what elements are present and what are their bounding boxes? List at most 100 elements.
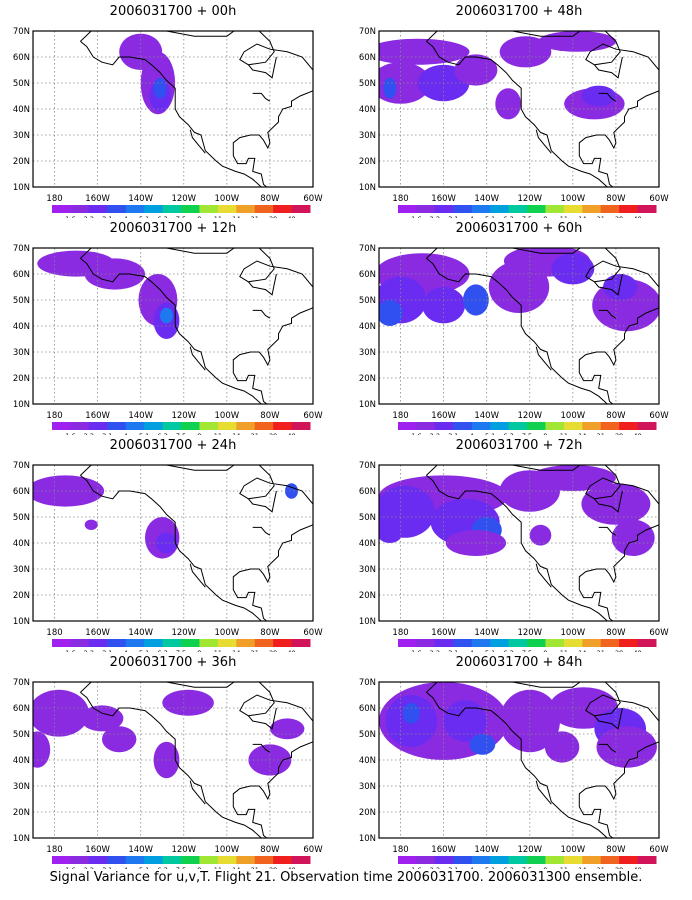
colorbar-swatch: [125, 639, 145, 647]
lon-label: 160W: [431, 411, 456, 421]
colorbar-swatch: [490, 205, 510, 213]
colorbar-swatch: [70, 639, 90, 647]
colorbar-label: 1.6: [65, 432, 75, 435]
colorbar-swatch: [416, 422, 436, 430]
lon-label: 160W: [431, 194, 456, 204]
colorbar-swatch: [416, 639, 436, 647]
colorbar-swatch: [471, 422, 491, 430]
lon-label: 140W: [128, 194, 153, 204]
lon-label: 80W: [606, 845, 626, 855]
colorbar-label: 9: [543, 649, 547, 652]
lon-label: 120W: [171, 194, 196, 204]
colorbar-label: 11: [560, 649, 568, 652]
lat-label: 20N: [359, 157, 376, 167]
lon-label: 180: [392, 411, 408, 421]
colorbar-swatch: [291, 639, 311, 647]
colorbar-label: 29: [615, 866, 623, 869]
panel-title: 2006031700 + 12h: [109, 221, 237, 236]
coastline: [80, 682, 313, 838]
lat-label: 30N: [359, 565, 376, 575]
colorbar-label: 40: [287, 866, 295, 869]
lon-label: 60W: [649, 628, 669, 638]
colorbar-swatch: [181, 639, 200, 647]
colorbar-swatch: [236, 422, 256, 430]
lon-label: 120W: [517, 194, 542, 204]
colorbar-label: 1.6: [65, 649, 75, 652]
coastline: [426, 465, 659, 621]
colorbar-label: 3.1: [448, 866, 458, 869]
colorbar-swatch: [88, 422, 108, 430]
lon-label: 100W: [215, 411, 240, 421]
colorbar-label: 3.1: [102, 649, 112, 652]
lon-label: 100W: [215, 845, 240, 855]
colorbar-label: 14: [578, 649, 586, 652]
colorbar-label: 2.2: [430, 215, 440, 218]
figure-caption: Signal Variance for u,v,T. Flight 21. Ob…: [49, 870, 643, 885]
colorbar-swatch: [217, 639, 237, 647]
variance-region: [379, 522, 403, 543]
lon-label: 120W: [517, 845, 542, 855]
colorbar-label: 6.3: [503, 649, 513, 652]
colorbar: 1.6 2.2 3.1 4 5.1 6.3 7.5 9 11 14 21 29 40: [398, 205, 657, 218]
lat-label: 40N: [359, 105, 376, 115]
colorbar-label: 5.1: [485, 432, 495, 435]
variance-region: [499, 689, 560, 753]
colorbar-swatch: [545, 639, 565, 647]
colorbar-label: 3.1: [102, 215, 112, 218]
colorbar-swatch: [291, 422, 311, 430]
lon-label: 140W: [474, 194, 499, 204]
colorbar: 1.6 2.2 3.1 4 5.1 6.3 7.5 9 11 14 21 29 40: [52, 639, 311, 652]
coastline: [80, 465, 313, 621]
colorbar-swatch: [162, 856, 182, 864]
colorbar-label: 11: [560, 432, 568, 435]
colorbar-swatch: [88, 856, 108, 864]
variance-region: [402, 702, 420, 724]
forecast-panel-36h: 2006031700 + 36h 70N 60N 50N 40N 30N 20N 10N 180…: [0, 651, 346, 869]
colorbar-swatch: [471, 205, 491, 213]
lat-label: 70N: [359, 678, 376, 688]
colorbar-label: 7.5: [176, 432, 186, 435]
colorbar-swatch: [508, 639, 528, 647]
colorbar-swatch: [600, 205, 620, 213]
colorbar-label: 11: [214, 866, 222, 869]
coastline: [426, 31, 659, 187]
colorbar: 1.6 2.2 3.1 4 5.1 6.3 7.5 9 11 14 21 29 40: [398, 856, 657, 869]
lon-label: 60W: [303, 194, 323, 204]
lat-label: 10N: [13, 834, 30, 844]
lon-label: 180: [392, 628, 408, 638]
colorbar-label: 6.3: [157, 649, 167, 652]
colorbar-swatch: [273, 639, 293, 647]
variance-region: [495, 88, 522, 120]
colorbar-swatch: [217, 856, 237, 864]
colorbar-swatch: [144, 205, 164, 213]
lat-label: 60N: [13, 487, 30, 497]
colorbar-label: 14: [578, 432, 586, 435]
colorbar-swatch: [88, 205, 108, 213]
variance-region: [160, 307, 173, 324]
variance-contours: [33, 475, 298, 559]
lat-label: 60N: [359, 487, 376, 497]
lon-label: 80W: [606, 411, 626, 421]
variance-region: [33, 689, 89, 737]
lat-label: 20N: [359, 591, 376, 601]
colorbar-swatch: [582, 205, 602, 213]
lon-label: 120W: [517, 411, 542, 421]
colorbar-label: 21: [597, 649, 605, 652]
colorbar-label: 14: [578, 215, 586, 218]
lon-label: 100W: [561, 194, 586, 204]
colorbar-label: 2.2: [430, 649, 440, 652]
map-plot: 70N 60N 50N 40N 30N 20N 10N 180 160W 140W 120W 100W…: [359, 678, 669, 869]
map-plot: 70N 60N 50N 40N 30N 20N 10N 180 160W 140W 120W 100W…: [359, 27, 669, 218]
colorbar-label: 29: [615, 649, 623, 652]
colorbar-swatch: [527, 856, 546, 864]
colorbar-label: 29: [269, 432, 277, 435]
variance-region: [162, 689, 214, 716]
variance-region: [611, 519, 655, 556]
colorbar-label: 4: [470, 649, 474, 652]
colorbar-label: 4: [124, 649, 128, 652]
variance-region: [596, 726, 657, 768]
colorbar-swatch: [434, 639, 454, 647]
variance-region: [443, 700, 487, 742]
lat-label: 50N: [359, 296, 376, 306]
colorbar-label: 2.2: [84, 432, 94, 435]
